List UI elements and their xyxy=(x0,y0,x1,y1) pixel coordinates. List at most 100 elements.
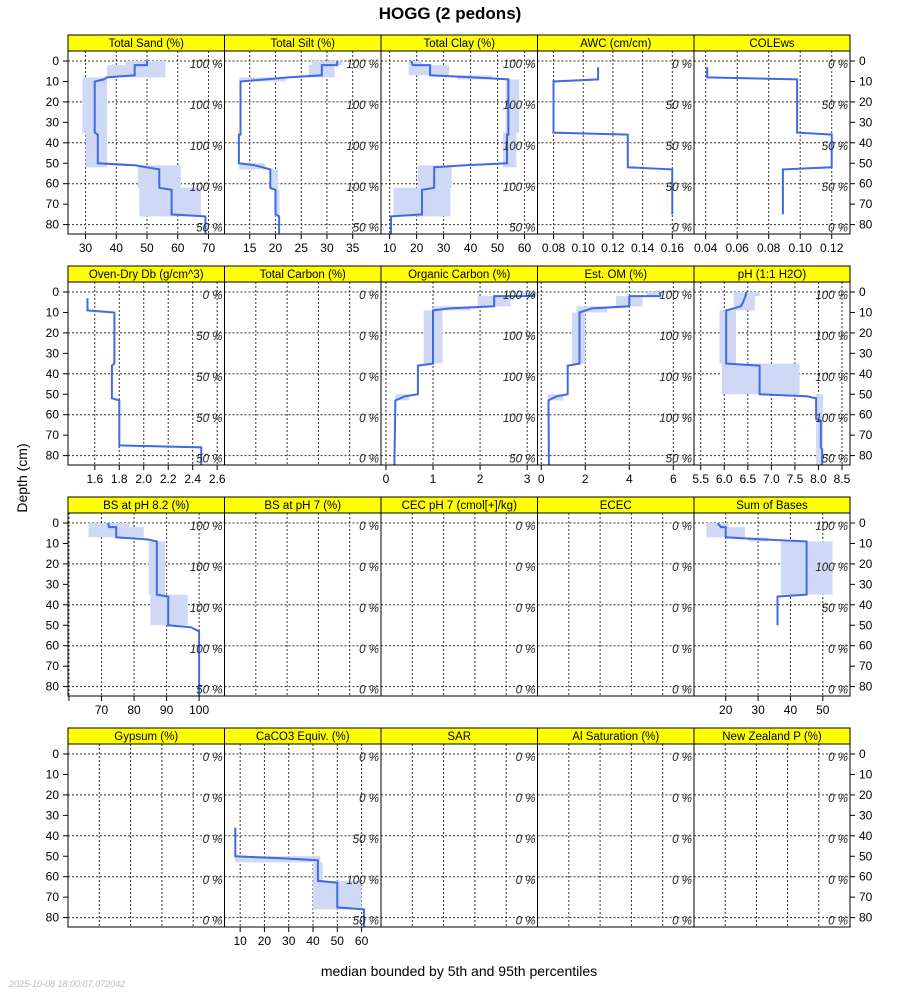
panel-al-saturation: Al Saturation (%) 0 % 0 % 0 % 0 % 0 % xyxy=(537,727,695,928)
data-completeness-label: 50 % xyxy=(666,100,692,112)
panel-ecec: ECEC 0 % 0 % 0 % 0 % 0 % xyxy=(537,496,695,697)
data-completeness-label: 0 % xyxy=(672,793,692,805)
x-tick-label: 1 xyxy=(430,472,437,486)
data-completeness-label: 0 % xyxy=(828,834,848,846)
x-tick-label: 4 xyxy=(626,472,633,486)
x-tick-label: 0.12 xyxy=(601,241,625,255)
x-tick-label: 60 xyxy=(171,241,185,255)
y-tick-label: 50 xyxy=(46,387,60,401)
x-tick-label: 25 xyxy=(295,241,309,255)
y-tick-label: 10 xyxy=(46,305,60,319)
y-tick-label: 70 xyxy=(859,659,873,673)
x-tick-label: 0 xyxy=(383,472,390,486)
y-tick-label: 50 xyxy=(46,156,60,170)
data-completeness-label: 0 % xyxy=(203,752,223,764)
panel-bs-at-ph-8-2: BS at pH 8.2 (%)100 %100 %100 %100 %50 %… xyxy=(46,496,225,717)
x-tick-label: 30 xyxy=(320,241,334,255)
data-completeness-label: 50 % xyxy=(822,182,848,194)
timestamp: 2025-10-08 18:00:07.072042 xyxy=(9,979,126,989)
y-tick-label: 50 xyxy=(859,618,873,632)
data-completeness-label: 100 % xyxy=(346,141,379,153)
data-completeness-label: 0 % xyxy=(359,752,379,764)
y-tick-label: 0 xyxy=(859,54,866,68)
data-completeness-label: 0 % xyxy=(672,223,692,235)
data-completeness-label: 0 % xyxy=(516,644,536,656)
data-completeness-label: 100 % xyxy=(190,100,223,112)
x-tick-label: 2.2 xyxy=(160,472,177,486)
percentile-band xyxy=(125,61,166,66)
data-completeness-label: 100 % xyxy=(815,331,848,343)
panel-strip-label: COLEws xyxy=(749,38,795,50)
y-tick-label: 40 xyxy=(859,829,873,843)
data-completeness-label: 100 % xyxy=(659,413,692,425)
median-line xyxy=(86,298,203,465)
x-tick-label: 1.6 xyxy=(86,472,103,486)
x-tick-label: 40 xyxy=(306,934,320,948)
x-tick-label: 50 xyxy=(816,703,830,717)
x-tick-label: 35 xyxy=(346,241,360,255)
y-tick-label: 40 xyxy=(46,136,60,150)
data-completeness-label: 100 % xyxy=(346,100,379,112)
panel-bs-at-ph-7: BS at pH 7 (%) 0 % 0 % 0 % 0 % 0 % xyxy=(224,496,382,697)
x-tick-label: 0.14 xyxy=(631,241,655,255)
median-line xyxy=(716,522,808,626)
data-completeness-label: 0 % xyxy=(359,413,379,425)
x-tick-label: 15 xyxy=(243,241,257,255)
data-completeness-label: 0 % xyxy=(828,59,848,71)
y-tick-label: 80 xyxy=(46,680,60,694)
panel-strip-label: AWC (cm/cm) xyxy=(580,38,651,50)
x-tick-label: 40 xyxy=(784,703,798,717)
y-tick-label: 40 xyxy=(46,829,60,843)
y-tick-label: 20 xyxy=(859,788,873,802)
percentile-band xyxy=(816,394,824,466)
y-tick-label: 30 xyxy=(46,346,60,360)
percentile-band xyxy=(311,61,343,66)
x-tick-label: 50 xyxy=(491,241,505,255)
panel-total-carbon: Total Carbon (%) 0 % 0 % 0 % 0 % 0 % xyxy=(224,265,382,466)
panel-organic-carbon: Organic Carbon (%) 100 % 100 % 100 % 100 % 50… xyxy=(380,265,538,486)
panel-strip-label: Al Saturation (%) xyxy=(572,731,659,743)
x-tick-label: 0.16 xyxy=(661,241,685,255)
data-completeness-label: 0 % xyxy=(672,59,692,71)
data-completeness-label: 50 % xyxy=(353,834,379,846)
x-tick-label: 6 xyxy=(670,472,677,486)
x-tick-label: 0.08 xyxy=(542,241,566,255)
data-completeness-label: 100 % xyxy=(190,182,223,194)
panel-strip-label: pH (1:1 H2O) xyxy=(738,269,807,281)
data-completeness-label: 100 % xyxy=(659,290,692,302)
y-tick-label: 50 xyxy=(46,618,60,632)
median-line xyxy=(725,291,824,465)
percentile-band xyxy=(719,310,737,364)
y-tick-label: 10 xyxy=(859,767,873,781)
data-completeness-label: 50 % xyxy=(666,454,692,466)
x-tick-label: 0.08 xyxy=(757,241,781,255)
y-tick-label: 0 xyxy=(52,285,59,299)
x-tick-label: 2.6 xyxy=(209,472,226,486)
data-completeness-label: 100 % xyxy=(503,413,536,425)
median-line xyxy=(234,827,365,927)
x-tick-label: 30 xyxy=(751,703,765,717)
y-tick-label: 70 xyxy=(859,890,873,904)
x-tick-label: 0.10 xyxy=(789,241,813,255)
data-completeness-label: 0 % xyxy=(516,875,536,887)
data-completeness-label: 0 % xyxy=(359,454,379,466)
y-tick-label: 70 xyxy=(46,197,60,211)
data-completeness-label: 100 % xyxy=(190,141,223,153)
x-tick-label: 8.5 xyxy=(834,472,851,486)
data-completeness-label: 100 % xyxy=(190,644,223,656)
data-completeness-label: 0 % xyxy=(359,331,379,343)
data-completeness-label: 0 % xyxy=(359,644,379,656)
data-completeness-label: 50 % xyxy=(666,182,692,194)
x-tick-label: 10 xyxy=(233,934,247,948)
x-tick-label: 8.0 xyxy=(810,472,827,486)
data-completeness-label: 0 % xyxy=(359,562,379,574)
y-tick-label: 60 xyxy=(859,408,873,422)
data-completeness-label: 50 % xyxy=(822,141,848,153)
y-tick-label: 0 xyxy=(859,516,866,530)
y-tick-label: 10 xyxy=(859,305,873,319)
y-tick-label: 50 xyxy=(859,387,873,401)
x-tick-label: 0.06 xyxy=(725,241,749,255)
data-completeness-label: 50 % xyxy=(196,223,222,235)
percentile-band xyxy=(706,523,729,528)
x-tick-label: 10 xyxy=(383,241,397,255)
